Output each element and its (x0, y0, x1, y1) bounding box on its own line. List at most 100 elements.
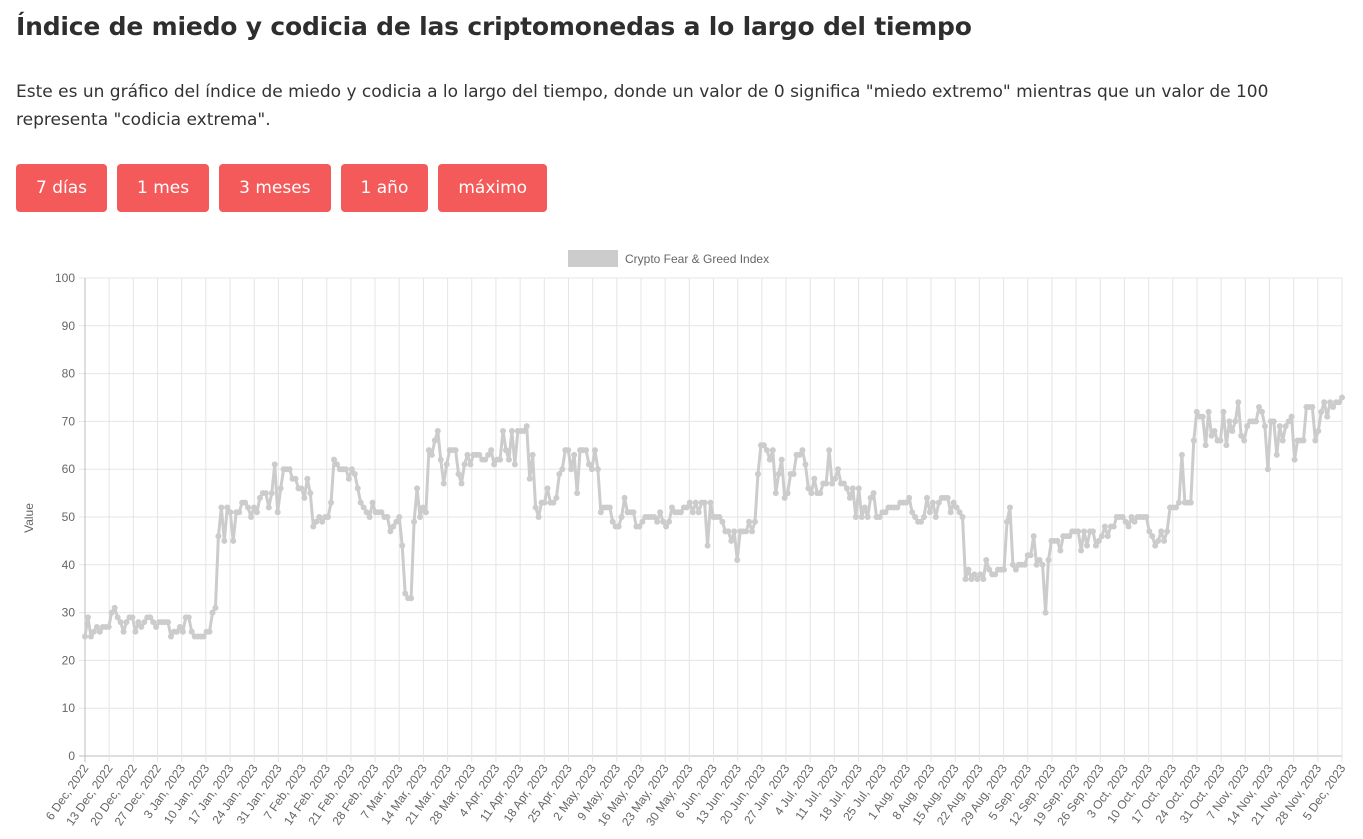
data-point[interactable] (852, 514, 859, 520)
data-point[interactable] (1327, 399, 1334, 406)
data-point[interactable] (1205, 408, 1212, 415)
data-point[interactable] (950, 499, 957, 506)
data-point[interactable] (135, 619, 142, 626)
range-3-months-button[interactable]: 3 meses (219, 164, 331, 212)
data-point[interactable] (354, 485, 361, 492)
data-point[interactable] (307, 490, 314, 497)
data-point[interactable] (153, 623, 160, 630)
data-point[interactable] (452, 447, 459, 454)
data-point[interactable] (583, 447, 590, 454)
data-point[interactable] (775, 470, 782, 477)
data-point[interactable] (390, 523, 397, 530)
data-point[interactable] (1217, 437, 1224, 444)
data-point[interactable] (1125, 523, 1132, 530)
data-point[interactable] (1202, 442, 1209, 449)
data-point[interactable] (455, 470, 462, 477)
data-point[interactable] (1291, 456, 1298, 463)
data-point[interactable] (663, 523, 670, 530)
data-point[interactable] (840, 480, 847, 487)
data-point[interactable] (701, 499, 708, 506)
data-point[interactable] (689, 509, 696, 516)
data-point[interactable] (425, 447, 432, 454)
data-point[interactable] (1146, 528, 1153, 535)
data-point[interactable] (1054, 537, 1061, 544)
data-point[interactable] (1149, 533, 1156, 540)
data-point[interactable] (974, 576, 981, 583)
data-point[interactable] (443, 461, 450, 468)
data-point[interactable] (256, 494, 263, 501)
data-point[interactable] (805, 485, 812, 492)
data-point[interactable] (508, 427, 515, 434)
data-point[interactable] (428, 451, 435, 458)
data-point[interactable] (250, 504, 257, 511)
data-point[interactable] (695, 509, 702, 516)
data-point[interactable] (636, 523, 643, 530)
data-point[interactable] (1229, 427, 1236, 434)
data-point[interactable] (752, 518, 758, 525)
data-point[interactable] (1152, 542, 1159, 549)
data-point[interactable] (384, 514, 391, 520)
data-point[interactable] (1193, 408, 1200, 415)
data-point[interactable] (399, 542, 406, 549)
data-point[interactable] (434, 427, 441, 434)
data-point[interactable] (923, 494, 930, 501)
data-point[interactable] (772, 490, 779, 497)
data-point[interactable] (209, 609, 216, 616)
data-point[interactable] (1226, 418, 1233, 425)
data-point[interactable] (357, 499, 364, 506)
data-point[interactable] (218, 504, 225, 511)
data-point[interactable] (1279, 437, 1286, 444)
data-point[interactable] (734, 557, 741, 564)
data-point[interactable] (781, 494, 788, 501)
data-point[interactable] (1282, 423, 1289, 430)
data-point[interactable] (1004, 518, 1010, 525)
data-point[interactable] (461, 461, 468, 468)
data-point[interactable] (1033, 561, 1040, 568)
data-point[interactable] (920, 514, 927, 520)
data-point[interactable] (1161, 537, 1168, 544)
data-point[interactable] (422, 509, 429, 516)
data-point[interactable] (1084, 542, 1091, 549)
data-point[interactable] (749, 528, 756, 535)
range-1-month-button[interactable]: 1 mes (117, 164, 210, 212)
data-point[interactable] (437, 456, 444, 463)
data-point[interactable] (319, 518, 326, 525)
data-point[interactable] (571, 451, 578, 458)
data-point[interactable] (408, 595, 415, 602)
data-point[interactable] (129, 614, 136, 621)
data-point[interactable] (147, 614, 154, 621)
data-point[interactable] (591, 447, 598, 454)
data-point[interactable] (120, 628, 127, 635)
data-point[interactable] (906, 494, 913, 501)
data-point[interactable] (1238, 432, 1245, 439)
data-point[interactable] (248, 514, 255, 520)
data-point[interactable] (1255, 404, 1262, 411)
data-point[interactable] (111, 604, 118, 611)
data-point[interactable] (535, 514, 542, 520)
data-point[interactable] (366, 514, 373, 520)
data-point[interactable] (962, 576, 969, 583)
data-point[interactable] (1131, 518, 1138, 525)
data-point[interactable] (660, 518, 667, 525)
data-point[interactable] (1006, 504, 1013, 511)
data-point[interactable] (769, 447, 776, 454)
data-point[interactable] (96, 628, 103, 635)
data-point[interactable] (986, 566, 993, 573)
data-point[interactable] (526, 475, 533, 482)
data-point[interactable] (1101, 523, 1108, 530)
data-point[interactable] (909, 509, 916, 516)
data-point[interactable] (236, 509, 243, 516)
data-point[interactable] (639, 518, 646, 525)
data-point[interactable] (310, 523, 317, 530)
data-point[interactable] (333, 461, 340, 468)
data-point[interactable] (953, 504, 960, 511)
data-point[interactable] (823, 480, 830, 487)
data-point[interactable] (763, 447, 770, 454)
data-point[interactable] (832, 475, 839, 482)
data-point[interactable] (419, 504, 426, 511)
data-point[interactable] (268, 490, 275, 497)
data-point[interactable] (286, 466, 293, 473)
data-point[interactable] (799, 447, 806, 454)
data-point[interactable] (1021, 561, 1028, 568)
data-point[interactable] (553, 494, 560, 501)
